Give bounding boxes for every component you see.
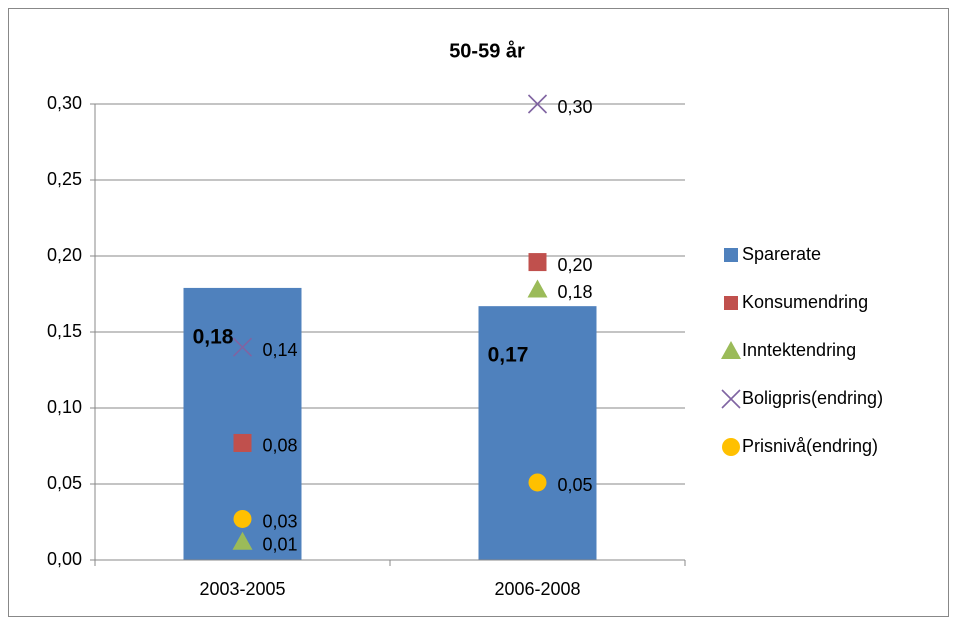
- legend-marker: [724, 248, 738, 262]
- x-tick-label: 2003-2005: [199, 579, 285, 599]
- data-label: 0,08: [263, 436, 298, 456]
- data-label: 0,05: [558, 475, 593, 495]
- legend-label: Sparerate: [742, 244, 821, 264]
- y-tick-label: 0,20: [47, 245, 82, 265]
- marker: [527, 279, 548, 298]
- marker: [233, 509, 252, 528]
- legend-label: Prisnivå(endring): [742, 436, 878, 456]
- data-label: 0,30: [558, 97, 593, 117]
- data-label: 0,03: [263, 512, 298, 532]
- marker: [528, 473, 547, 492]
- legend-marker: [721, 341, 741, 359]
- legend-marker: [724, 296, 738, 310]
- marker: [528, 253, 547, 272]
- y-tick-label: 0,00: [47, 549, 82, 569]
- bar: [478, 306, 597, 560]
- marker: [233, 433, 252, 452]
- marker: [527, 94, 548, 114]
- y-tick-label: 0,15: [47, 321, 82, 341]
- marker: [232, 531, 253, 550]
- legend-label: Boligpris(endring): [742, 388, 883, 408]
- legend-marker: [721, 389, 741, 409]
- chart-title: 50-59 år: [449, 39, 525, 62]
- legend-label: Inntektendring: [742, 340, 856, 360]
- legend-marker: [722, 438, 740, 456]
- y-tick-label: 0,25: [47, 169, 82, 189]
- data-label: 0,01: [263, 535, 298, 555]
- y-tick-label: 0,30: [47, 93, 82, 113]
- y-tick-label: 0,05: [47, 473, 82, 493]
- data-label: 0,20: [558, 255, 593, 275]
- y-tick-label: 0,10: [47, 397, 82, 417]
- data-label: 0,18: [558, 282, 593, 302]
- data-label: 0,14: [263, 340, 298, 360]
- marker: [232, 337, 253, 357]
- data-label: 0,17: [488, 344, 529, 367]
- data-label: 0,18: [193, 325, 234, 348]
- x-tick-label: 2006-2008: [494, 579, 580, 599]
- legend-label: Konsumendring: [742, 292, 868, 312]
